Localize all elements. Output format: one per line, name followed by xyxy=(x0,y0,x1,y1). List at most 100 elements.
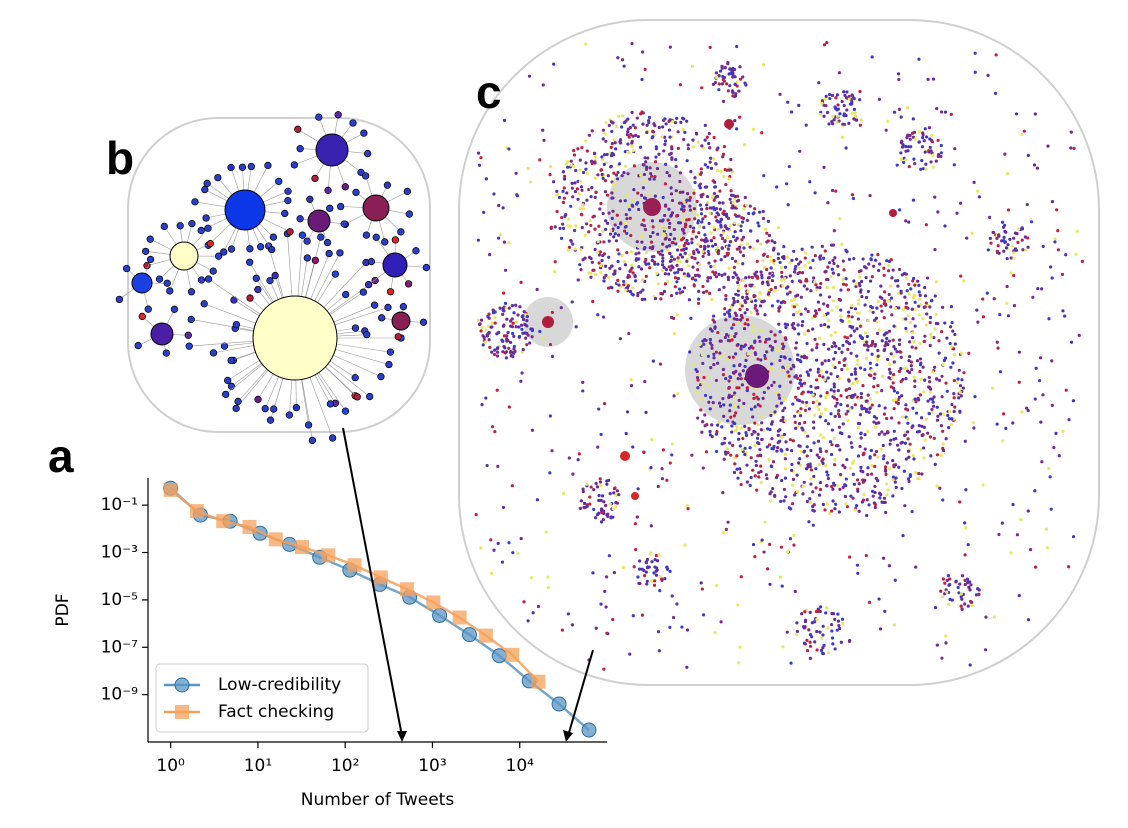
node xyxy=(681,190,685,194)
node xyxy=(742,207,746,211)
node xyxy=(852,340,856,344)
node xyxy=(605,152,609,157)
node xyxy=(337,202,345,211)
node xyxy=(808,465,813,469)
node xyxy=(738,250,743,254)
node xyxy=(907,370,912,375)
node xyxy=(939,151,943,155)
node xyxy=(304,421,313,429)
node xyxy=(505,317,509,321)
node xyxy=(840,242,844,246)
node xyxy=(903,295,907,299)
node xyxy=(1005,256,1009,261)
node xyxy=(746,323,750,327)
node xyxy=(842,268,846,272)
node xyxy=(921,131,925,135)
node xyxy=(956,377,960,381)
node xyxy=(649,551,653,555)
node xyxy=(899,366,903,371)
node xyxy=(574,168,578,173)
node xyxy=(701,217,705,221)
node xyxy=(603,179,608,183)
node xyxy=(600,158,604,162)
node xyxy=(778,439,782,443)
node xyxy=(817,81,821,85)
node xyxy=(757,475,761,479)
node xyxy=(911,276,916,281)
node xyxy=(317,233,325,241)
node xyxy=(651,231,655,235)
node xyxy=(222,390,230,399)
node xyxy=(825,502,829,506)
node xyxy=(716,330,720,335)
node xyxy=(614,501,618,505)
node xyxy=(616,56,620,60)
node xyxy=(723,307,727,311)
node xyxy=(510,304,514,308)
node xyxy=(661,259,665,264)
node xyxy=(707,131,711,136)
node xyxy=(737,287,741,291)
node xyxy=(873,258,878,262)
node xyxy=(879,447,883,451)
node xyxy=(755,309,759,313)
node xyxy=(750,275,754,280)
node xyxy=(663,282,668,286)
node xyxy=(812,276,816,280)
node xyxy=(809,468,814,472)
node xyxy=(739,405,743,409)
node xyxy=(708,146,712,150)
node xyxy=(952,392,956,396)
node xyxy=(674,189,678,193)
node xyxy=(906,417,910,421)
node xyxy=(1000,220,1005,224)
node xyxy=(616,278,620,282)
node xyxy=(801,492,805,496)
node xyxy=(794,346,798,350)
node xyxy=(629,250,634,254)
node xyxy=(526,619,530,623)
node xyxy=(549,225,553,229)
node xyxy=(688,198,692,202)
node xyxy=(944,381,948,385)
node xyxy=(730,193,734,197)
node xyxy=(641,186,645,190)
node xyxy=(676,392,680,396)
node xyxy=(589,223,593,228)
node xyxy=(556,192,560,197)
node xyxy=(672,237,677,241)
node xyxy=(912,457,916,461)
node xyxy=(827,122,831,126)
node xyxy=(877,328,881,332)
node xyxy=(732,364,736,368)
node xyxy=(594,155,598,159)
node xyxy=(686,274,690,278)
node xyxy=(721,396,725,401)
node xyxy=(603,132,607,136)
node xyxy=(852,256,856,261)
node xyxy=(517,334,522,339)
node xyxy=(905,289,909,293)
node xyxy=(583,233,587,237)
node xyxy=(917,304,921,308)
node xyxy=(516,551,520,556)
node xyxy=(850,315,854,319)
node xyxy=(571,195,575,199)
node xyxy=(856,302,861,306)
node xyxy=(635,515,639,519)
node xyxy=(617,493,621,497)
node xyxy=(683,274,687,278)
hub-halo xyxy=(685,315,795,425)
node xyxy=(841,485,845,490)
node xyxy=(729,453,733,457)
node xyxy=(853,508,857,512)
panel-label: c xyxy=(476,66,502,118)
node xyxy=(1017,380,1021,384)
node xyxy=(916,279,920,283)
node xyxy=(757,335,761,339)
node xyxy=(670,198,675,203)
node xyxy=(731,323,736,327)
node xyxy=(1040,287,1044,291)
node xyxy=(561,200,566,205)
node xyxy=(897,306,901,310)
